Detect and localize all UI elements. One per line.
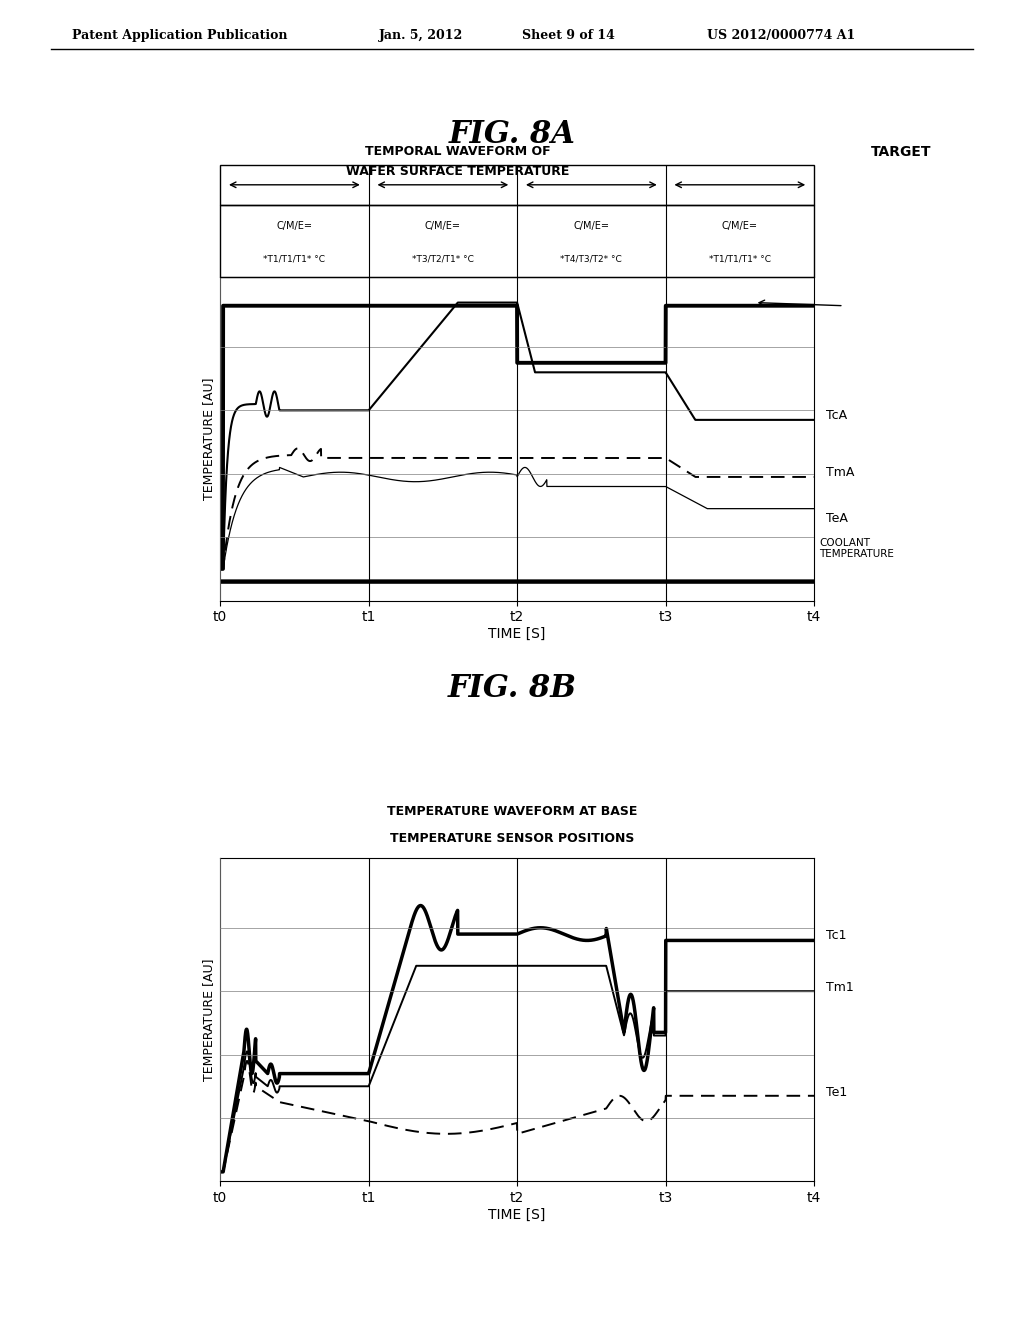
Text: Te1: Te1 <box>826 1086 847 1100</box>
Text: TEMPERATURE WAVEFORM AT BASE: TEMPERATURE WAVEFORM AT BASE <box>387 805 637 818</box>
Text: TEMPORAL WAVEFORM OF: TEMPORAL WAVEFORM OF <box>365 145 551 158</box>
Text: *T4/T3/T2* °C: *T4/T3/T2* °C <box>560 255 623 264</box>
Text: TmA: TmA <box>826 466 854 479</box>
Y-axis label: TEMPERATURE [AU]: TEMPERATURE [AU] <box>202 958 215 1081</box>
Text: Sheet 9 of 14: Sheet 9 of 14 <box>522 29 615 42</box>
Text: FIG. 8A: FIG. 8A <box>449 119 575 149</box>
Text: Patent Application Publication: Patent Application Publication <box>72 29 287 42</box>
Text: *T3/T2/T1* °C: *T3/T2/T1* °C <box>412 255 474 264</box>
X-axis label: TIME [S]: TIME [S] <box>488 627 546 642</box>
X-axis label: TIME [S]: TIME [S] <box>488 1208 546 1222</box>
Text: TcA: TcA <box>826 409 847 421</box>
Text: C/M/E=: C/M/E= <box>573 222 609 231</box>
Text: WAFER SURFACE TEMPERATURE: WAFER SURFACE TEMPERATURE <box>346 165 569 178</box>
Text: TARGET: TARGET <box>870 145 931 158</box>
Text: C/M/E=: C/M/E= <box>722 222 758 231</box>
Text: C/M/E=: C/M/E= <box>425 222 461 231</box>
Text: TeA: TeA <box>826 512 848 524</box>
Text: Jan. 5, 2012: Jan. 5, 2012 <box>379 29 463 42</box>
Text: Tm1: Tm1 <box>826 982 854 994</box>
Y-axis label: TEMPERATURE [AU]: TEMPERATURE [AU] <box>202 378 215 500</box>
Text: COOLANT
TEMPERATURE: COOLANT TEMPERATURE <box>819 537 894 560</box>
Text: TEMPERATURE SENSOR POSITIONS: TEMPERATURE SENSOR POSITIONS <box>390 832 634 845</box>
Text: US 2012/0000774 A1: US 2012/0000774 A1 <box>707 29 855 42</box>
Text: *T1/T1/T1* °C: *T1/T1/T1* °C <box>263 255 326 264</box>
Text: FIG. 8B: FIG. 8B <box>447 673 577 704</box>
Text: *T1/T1/T1* °C: *T1/T1/T1* °C <box>709 255 771 264</box>
Text: C/M/E=: C/M/E= <box>276 222 312 231</box>
Text: Tc1: Tc1 <box>826 929 847 942</box>
